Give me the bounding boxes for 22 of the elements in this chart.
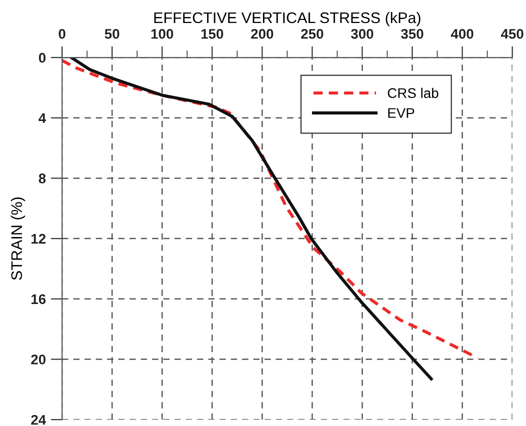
line-series: [62, 58, 479, 360]
y-tick-label: 8: [38, 174, 46, 184]
x-tick-label: 400: [450, 28, 474, 39]
x-tick-label: 100: [151, 28, 174, 39]
x-tick-label: 350: [401, 28, 424, 39]
y-tick-label: 16: [32, 294, 46, 304]
x-tick-label: 0: [58, 28, 66, 39]
x-tick-label: 250: [301, 28, 324, 39]
legend-label: CRS lab: [388, 88, 438, 98]
y-tick-label: 4: [38, 113, 46, 123]
y-axis-title: STRAIN (%): [10, 197, 26, 280]
x-tick-label: 200: [251, 28, 274, 39]
y-tick-label: 20: [31, 354, 46, 364]
y-tick-label: 24: [31, 414, 46, 425]
x-tick-label: 450: [500, 28, 524, 39]
x-tick-label: 300: [350, 28, 374, 39]
legend-label: EVP: [388, 108, 414, 118]
x-tick-label: 150: [201, 28, 224, 39]
x-axis-title: EFFECTIVE VERTICAL STRESS (kPa): [154, 12, 420, 26]
y-tick-label: 0: [38, 52, 46, 63]
y-tick-label: 12: [32, 234, 46, 244]
x-tick-label: 50: [104, 28, 120, 39]
